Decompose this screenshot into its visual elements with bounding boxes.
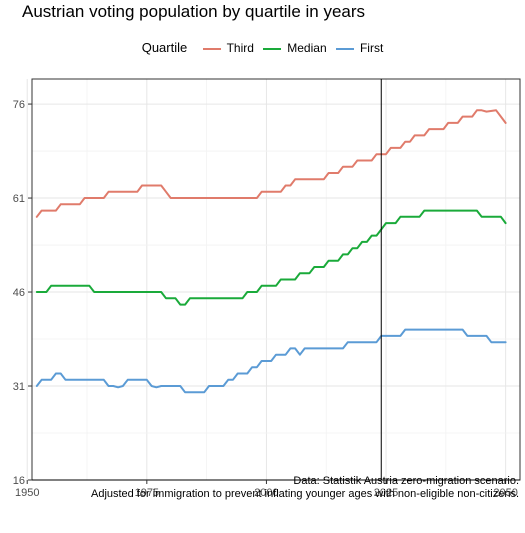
legend-item-median: Median: [263, 41, 327, 55]
series-layer: [35, 109, 507, 394]
plot-border: [31, 78, 521, 481]
legend-item-third: Third: [202, 41, 254, 55]
legend-key-third: [202, 47, 221, 50]
caption-source: Data: Statistik Austria zero-migration s…: [293, 475, 519, 487]
y-tick-label: 31: [13, 381, 25, 393]
series-line-third: [35, 109, 507, 218]
legend-label-third: Third: [226, 41, 254, 55]
y-tick-label: 61: [13, 193, 25, 205]
x-tick-label: 1975: [135, 487, 159, 499]
chart-title: Austrian voting population by quartile i…: [22, 2, 366, 21]
series-line-median: [35, 209, 507, 306]
legend-item-first: First: [335, 41, 384, 55]
caption-note: Adjusted for immigration to prevent infl…: [90, 488, 519, 500]
x-tick-label: 1950: [15, 487, 39, 499]
legend-title: Quartile: [141, 40, 188, 55]
x-tick-label: 2000: [254, 487, 278, 499]
x-tick-label: 2025: [374, 487, 398, 499]
legend-key-median: [263, 47, 282, 50]
series-line-first: [35, 328, 507, 394]
y-tick-label: 46: [13, 287, 25, 299]
frame-layer: [31, 78, 521, 481]
legend-label-first: First: [359, 41, 384, 55]
grid-layer: [26, 79, 520, 481]
tick-layer: 1950 1975 2000 2025 2050 16 31 46 61 76: [13, 99, 518, 499]
y-tick-label: 76: [13, 99, 25, 111]
legend: Quartile Third Median First: [0, 40, 525, 55]
y-tick-label: 16: [13, 475, 25, 487]
x-tick-label: 2050: [493, 487, 517, 499]
legend-key-first: [335, 47, 354, 50]
legend-label-median: Median: [287, 41, 327, 55]
